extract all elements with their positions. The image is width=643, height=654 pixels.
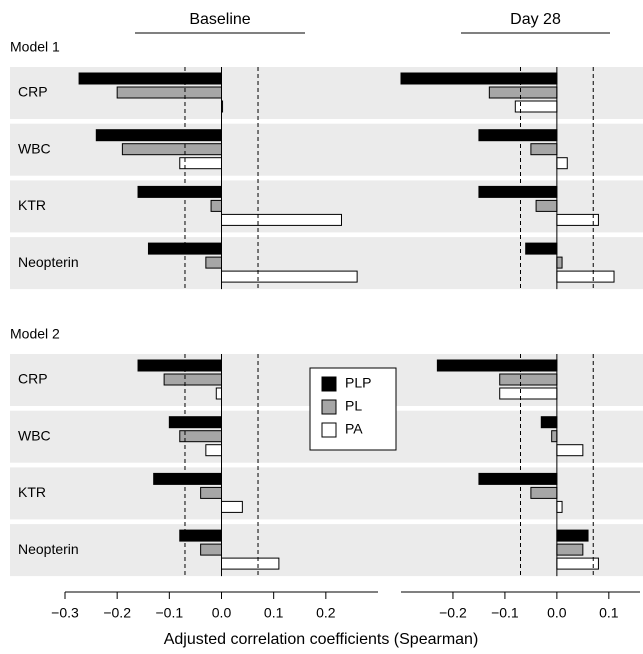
x-tick-label: 0.1 <box>599 605 619 621</box>
category-label: WBC <box>18 427 51 443</box>
bar <box>530 143 558 156</box>
category-label: Neopterin <box>18 541 79 557</box>
bar <box>530 486 558 499</box>
legend-label: PA <box>345 421 363 437</box>
bar <box>78 72 222 85</box>
legend-label: PLP <box>345 375 371 391</box>
bar <box>478 129 558 142</box>
bar <box>499 387 558 400</box>
bar <box>556 529 589 542</box>
bar <box>95 129 222 142</box>
bar <box>205 444 223 457</box>
column-title: Day 28 <box>510 11 561 28</box>
bar <box>116 86 222 99</box>
bar <box>525 242 558 255</box>
bar <box>200 486 222 499</box>
bar <box>153 472 222 485</box>
bar <box>137 359 223 372</box>
bar <box>179 430 222 443</box>
model-title: Model 1 <box>10 39 60 55</box>
x-axis-label: Adjusted correlation coefficients (Spear… <box>164 631 479 648</box>
category-label: KTR <box>18 197 46 213</box>
category-label: KTR <box>18 484 46 500</box>
column-title: Baseline <box>189 11 250 28</box>
bar <box>168 416 222 429</box>
bar <box>556 543 584 556</box>
x-tick-label: −0.3 <box>51 605 79 621</box>
x-tick-label: 0.0 <box>212 605 232 621</box>
band <box>10 524 643 577</box>
bar <box>215 387 223 400</box>
bar <box>221 500 243 513</box>
bar <box>179 157 222 170</box>
bar <box>556 270 615 283</box>
category-label: WBC <box>18 140 51 156</box>
bar <box>556 557 599 570</box>
bar <box>540 416 558 429</box>
legend-swatch <box>321 399 337 415</box>
x-tick-label: −0.1 <box>156 605 184 621</box>
bar <box>556 157 568 170</box>
bar <box>121 143 222 156</box>
legend-swatch <box>321 376 337 392</box>
bar <box>488 86 558 99</box>
bar <box>436 359 558 372</box>
legend-swatch <box>321 422 337 438</box>
bar <box>499 373 558 386</box>
bar <box>556 256 563 269</box>
bar <box>221 270 358 283</box>
category-label: Neopterin <box>18 254 79 270</box>
bar <box>137 185 223 198</box>
bar <box>514 100 558 113</box>
bar <box>478 472 558 485</box>
bar <box>556 213 599 226</box>
bar <box>179 529 222 542</box>
x-tick-label: −0.2 <box>103 605 131 621</box>
bar <box>551 430 558 443</box>
x-tick-label: −0.1 <box>491 605 519 621</box>
x-tick-label: 0.1 <box>264 605 284 621</box>
bar <box>400 72 558 85</box>
bar <box>556 500 563 513</box>
bar <box>478 185 558 198</box>
bar <box>210 199 222 212</box>
x-tick-label: 0.2 <box>316 605 336 621</box>
x-tick-label: 0.0 <box>547 605 567 621</box>
legend-label: PL <box>345 398 362 414</box>
model-title: Model 2 <box>10 326 60 342</box>
bar <box>221 557 280 570</box>
bar <box>200 543 222 556</box>
x-tick-label: −0.2 <box>439 605 467 621</box>
bar <box>163 373 223 386</box>
category-label: CRP <box>18 371 48 387</box>
bar <box>535 199 558 212</box>
bar <box>556 444 584 457</box>
bar <box>205 256 223 269</box>
bar <box>221 213 342 226</box>
category-label: CRP <box>18 84 48 100</box>
